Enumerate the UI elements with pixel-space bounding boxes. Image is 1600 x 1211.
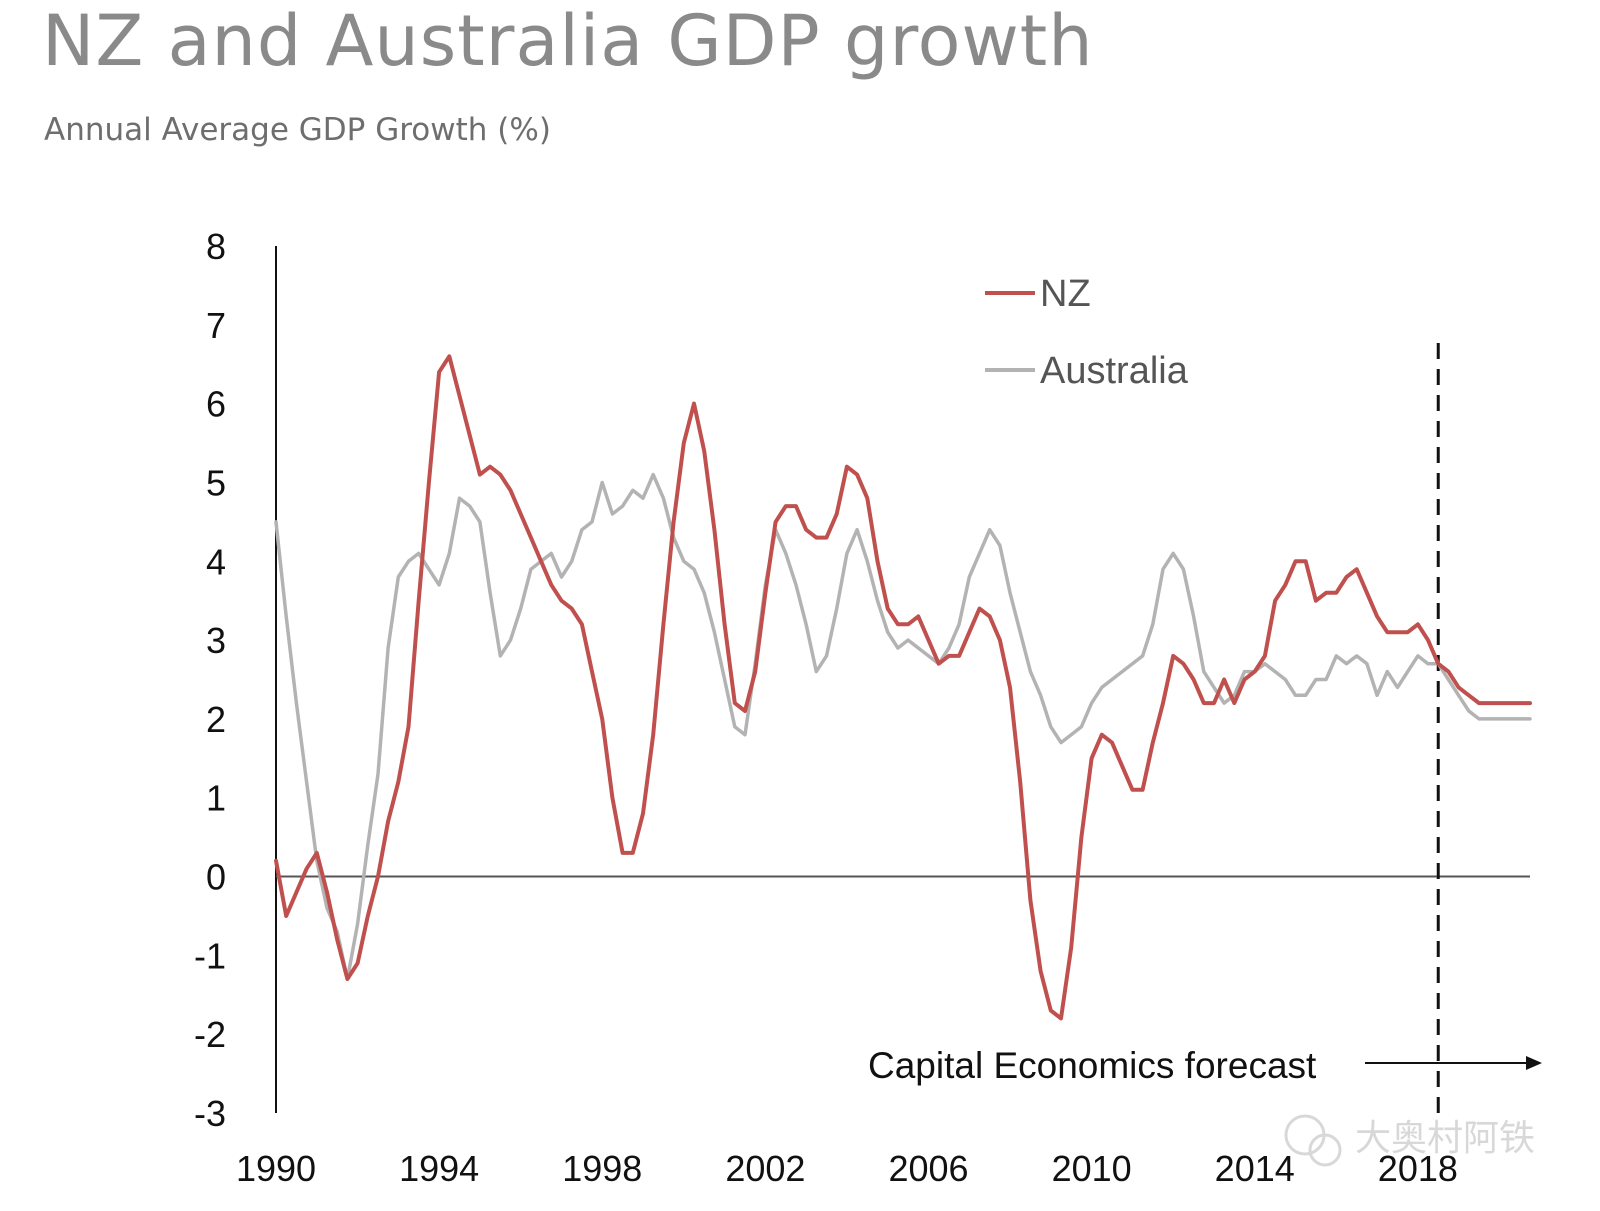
forecast-annotation: Capital Economics forecast — [868, 1045, 1542, 1086]
y-tick-label: 0 — [206, 857, 226, 898]
axes — [275, 246, 1530, 1113]
chart-subtitle: Annual Average GDP Growth (%) — [44, 112, 551, 148]
y-tick-label: 1 — [206, 778, 226, 819]
legend-nz-label: NZ — [1040, 273, 1091, 315]
forecast-annotation-text: Capital Economics forecast — [868, 1045, 1317, 1086]
y-tick-label: 5 — [206, 462, 226, 503]
y-tick-label: -1 — [194, 935, 226, 976]
watermark-text: 大奥村阿铁 — [1355, 1118, 1535, 1159]
y-tick-label: -3 — [194, 1093, 226, 1134]
x-tick-label: 2014 — [1215, 1148, 1295, 1189]
series-lines — [274, 354, 1532, 1021]
x-tick-label: 1990 — [236, 1148, 316, 1189]
series-line-australia — [274, 472, 1532, 981]
chart-title: NZ and Australia GDP growth — [42, 0, 1094, 82]
series-line-nz — [274, 354, 1532, 1021]
y-tick-label: 7 — [206, 305, 226, 346]
x-tick-label: 2010 — [1052, 1148, 1132, 1189]
y-tick-label: 6 — [206, 384, 226, 425]
y-tick-label: -2 — [194, 1014, 226, 1055]
watermark-icon-bubble — [1308, 1133, 1342, 1167]
legend-australia-label: Australia — [1040, 350, 1189, 392]
y-tick-label: 2 — [206, 699, 226, 740]
y-tick-label: 8 — [206, 226, 226, 267]
forecast-arrow-head — [1526, 1056, 1542, 1070]
watermark: 大奥村阿铁 — [1284, 1114, 1535, 1167]
x-tick-label: 2002 — [725, 1148, 805, 1189]
y-tick-label: 4 — [206, 541, 226, 582]
y-tick-label: 3 — [206, 620, 226, 661]
x-tick-label: 2006 — [888, 1148, 968, 1189]
x-tick-label: 1998 — [562, 1148, 642, 1189]
legend: NZ Australia — [985, 273, 1189, 392]
x-tick-label: 1994 — [399, 1148, 479, 1189]
x-tick-label: 2018 — [1378, 1148, 1458, 1189]
